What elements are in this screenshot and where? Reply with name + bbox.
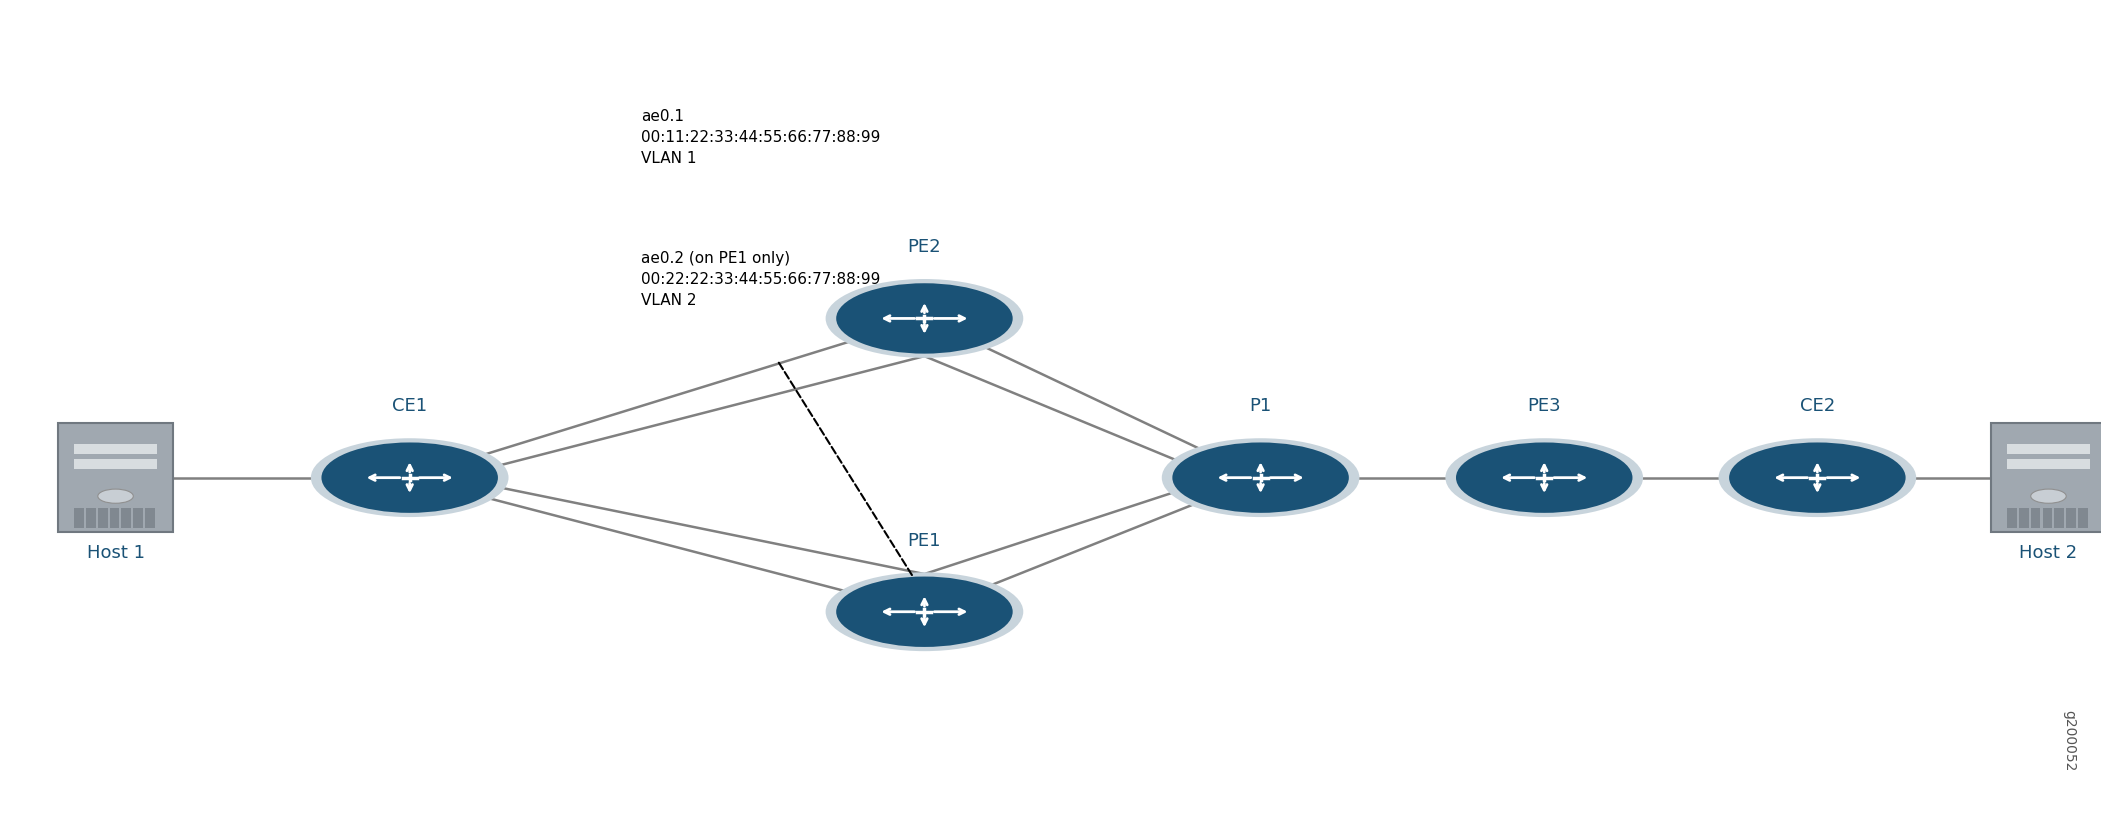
Circle shape: [1719, 438, 1916, 517]
Circle shape: [1456, 442, 1632, 513]
Text: ae0.2 (on PE1 only)
00:22:22:33:44:55:66:77:88:99
VLAN 2: ae0.2 (on PE1 only) 00:22:22:33:44:55:66…: [641, 251, 880, 308]
Circle shape: [836, 283, 1013, 354]
Circle shape: [826, 279, 1023, 358]
FancyBboxPatch shape: [2032, 508, 2040, 528]
FancyBboxPatch shape: [2006, 459, 2090, 469]
Text: ae0.1
00:11:22:33:44:55:66:77:88:99
VLAN 1: ae0.1 00:11:22:33:44:55:66:77:88:99 VLAN…: [641, 109, 880, 166]
Circle shape: [321, 442, 498, 513]
FancyBboxPatch shape: [2078, 508, 2088, 528]
Text: CE1: CE1: [393, 397, 427, 416]
Text: Host 1: Host 1: [86, 544, 145, 562]
FancyBboxPatch shape: [59, 423, 172, 532]
FancyBboxPatch shape: [2006, 444, 2090, 453]
FancyBboxPatch shape: [2055, 508, 2063, 528]
FancyBboxPatch shape: [122, 508, 130, 528]
Text: PE3: PE3: [1527, 397, 1561, 416]
Circle shape: [1445, 438, 1643, 517]
Circle shape: [836, 577, 1013, 647]
Text: Host 2: Host 2: [2019, 544, 2078, 562]
FancyBboxPatch shape: [74, 444, 158, 453]
FancyBboxPatch shape: [99, 508, 107, 528]
Circle shape: [826, 572, 1023, 651]
FancyBboxPatch shape: [2042, 508, 2053, 528]
FancyBboxPatch shape: [74, 459, 158, 469]
FancyBboxPatch shape: [145, 508, 155, 528]
Circle shape: [1162, 438, 1359, 517]
FancyBboxPatch shape: [74, 508, 84, 528]
Circle shape: [2032, 489, 2065, 504]
Circle shape: [1172, 442, 1349, 513]
Text: PE1: PE1: [908, 531, 941, 550]
Circle shape: [99, 489, 132, 504]
Text: CE2: CE2: [1801, 397, 1834, 416]
Circle shape: [1729, 442, 1906, 513]
FancyBboxPatch shape: [2019, 508, 2030, 528]
FancyBboxPatch shape: [86, 508, 97, 528]
FancyBboxPatch shape: [2065, 508, 2076, 528]
FancyBboxPatch shape: [1992, 423, 2101, 532]
FancyBboxPatch shape: [2006, 508, 2017, 528]
FancyBboxPatch shape: [109, 508, 120, 528]
FancyBboxPatch shape: [132, 508, 143, 528]
Text: g200052: g200052: [2063, 710, 2076, 771]
Text: PE2: PE2: [908, 238, 941, 256]
Text: P1: P1: [1250, 397, 1271, 416]
Circle shape: [311, 438, 508, 517]
